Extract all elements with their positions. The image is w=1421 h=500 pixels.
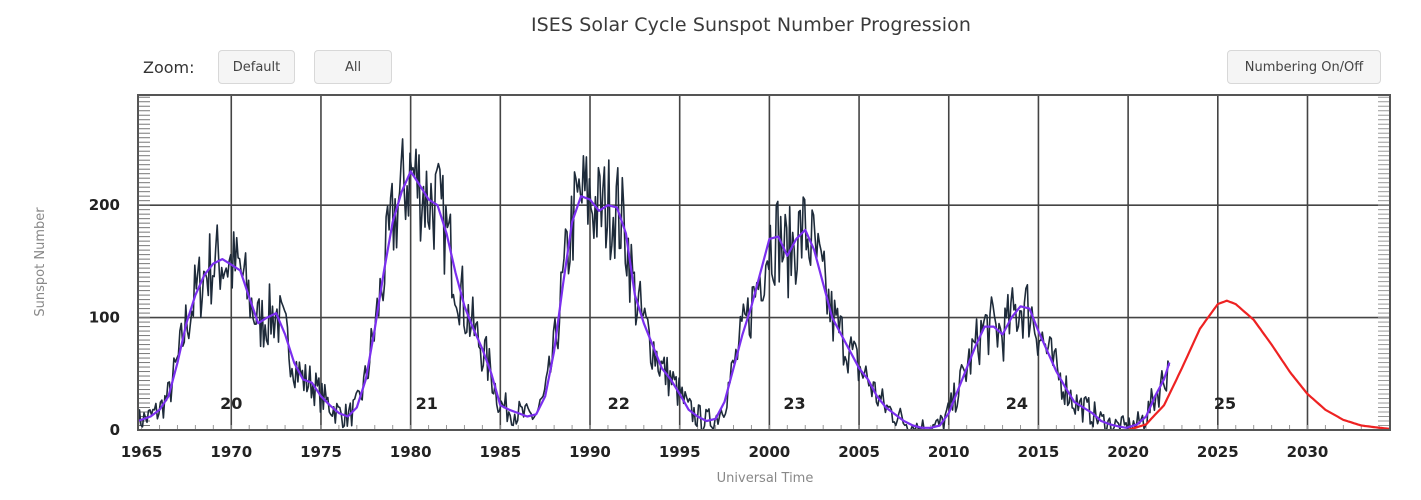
y-axis-title: Sunspot Number: [33, 207, 48, 317]
x-tick-label: 1975: [300, 443, 342, 461]
predicted-series: [1127, 299, 1391, 432]
y-tick-label: 100: [89, 309, 120, 327]
cycle-number-label: 23: [783, 394, 805, 413]
x-tick-label: 2025: [1197, 443, 1239, 461]
x-tick-label: 1970: [210, 443, 252, 461]
predicted-sunspot-line: [1127, 299, 1391, 432]
monthly-series: [137, 138, 1171, 431]
cycle-number-label: 25: [1214, 394, 1236, 413]
zoom-label: Zoom:: [143, 58, 195, 77]
y-tick-label: 0: [110, 421, 120, 439]
x-tick-label: 1980: [390, 443, 432, 461]
cycle-number-label: 21: [416, 394, 438, 413]
x-tick-label: 2000: [749, 443, 791, 461]
monthly-sunspot-line: [137, 138, 1171, 431]
y-tick-label: 200: [89, 196, 120, 214]
smoothed-sunspot-line: [137, 170, 1171, 429]
smoothed-series: [137, 170, 1171, 429]
x-tick-label: 1995: [659, 443, 701, 461]
x-tick-label: 1990: [569, 443, 611, 461]
x-tick-label: 2030: [1287, 443, 1329, 461]
zoom-all-button[interactable]: All: [314, 50, 392, 84]
chart-title: ISES Solar Cycle Sunspot Number Progress…: [530, 14, 972, 36]
x-tick-label: 2005: [838, 443, 880, 461]
x-tick-label: 1965: [121, 443, 163, 461]
x-axis-title: Universal Time: [717, 471, 814, 486]
x-tick-label: 2020: [1107, 443, 1149, 461]
cycle-number-label: 24: [1006, 394, 1028, 413]
cycle-number-label: 20: [220, 394, 242, 413]
zoom-default-button[interactable]: Default: [218, 50, 295, 84]
labels: 1965 1970 1975 1980 1985 1990 1995 2000 2005 2010…: [89, 196, 1329, 461]
x-tick-label: 1985: [479, 443, 521, 461]
numbering-toggle-button[interactable]: Numbering On/Off: [1227, 50, 1381, 84]
cycle-number-label: 22: [608, 394, 630, 413]
x-tick-label: 2010: [928, 443, 970, 461]
plot-frame: [137, 94, 1391, 431]
axis-ticks: [138, 96, 1390, 431]
x-tick-label: 2015: [1018, 443, 1060, 461]
